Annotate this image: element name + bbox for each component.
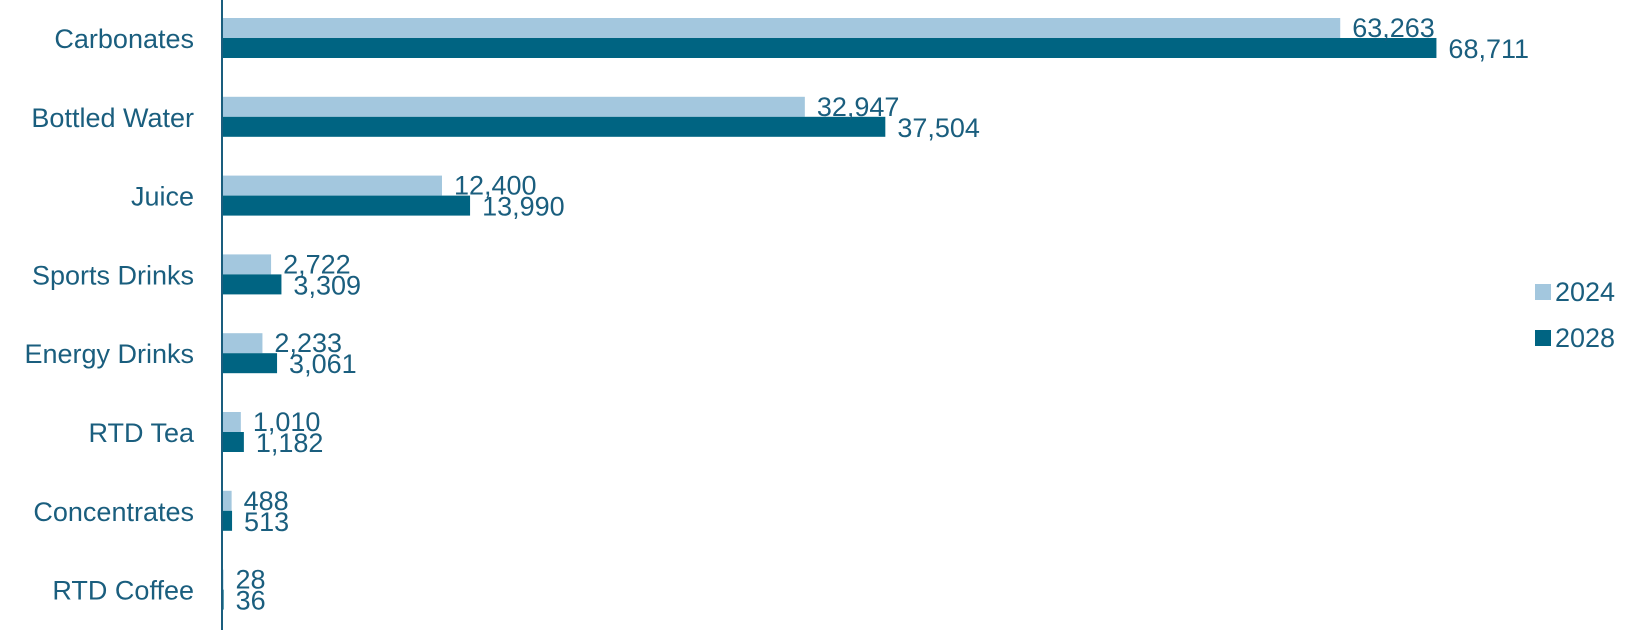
bar-2028-concentrates bbox=[223, 511, 232, 531]
category-label: RTD Coffee bbox=[52, 576, 194, 606]
bar-2028-carbonates bbox=[223, 38, 1436, 58]
bar-2024-concentrates bbox=[223, 491, 232, 511]
bar-2024-rtd-tea bbox=[223, 412, 241, 432]
bar-2024-carbonates bbox=[223, 18, 1340, 38]
category-label: Sports Drinks bbox=[32, 260, 194, 290]
category-label: RTD Tea bbox=[88, 418, 195, 448]
category-label: Concentrates bbox=[33, 497, 194, 527]
bar-2028-sports-drinks bbox=[223, 274, 281, 294]
legend-label-2028: 2028 bbox=[1555, 323, 1615, 353]
data-label: 1,182 bbox=[256, 428, 324, 458]
bar-2028-rtd-tea bbox=[223, 432, 244, 452]
data-label: 36 bbox=[236, 586, 266, 616]
bar-2028-rtd-coffee bbox=[223, 590, 224, 610]
category-label: Carbonates bbox=[54, 24, 194, 54]
data-label: 63,263 bbox=[1352, 13, 1435, 43]
data-label: 68,711 bbox=[1448, 34, 1529, 64]
bar-2028-bottled-water bbox=[223, 117, 885, 137]
data-label: 513 bbox=[244, 507, 289, 537]
bar-2028-juice bbox=[223, 196, 470, 216]
category-label: Energy Drinks bbox=[24, 339, 194, 369]
bar-2024-juice bbox=[223, 176, 442, 196]
legend-label-2024: 2024 bbox=[1555, 277, 1615, 307]
data-label: 13,990 bbox=[482, 192, 565, 222]
bar-2028-energy-drinks bbox=[223, 353, 277, 373]
category-label: Juice bbox=[131, 182, 194, 212]
bar-2024-bottled-water bbox=[223, 97, 805, 117]
legend-swatch-2028 bbox=[1535, 330, 1551, 346]
category-label: Bottled Water bbox=[31, 103, 194, 133]
data-label: 3,061 bbox=[289, 349, 357, 379]
data-label: 37,504 bbox=[897, 113, 980, 143]
bar-2024-energy-drinks bbox=[223, 333, 262, 353]
data-label: 32,947 bbox=[817, 92, 900, 122]
data-label: 3,309 bbox=[293, 270, 361, 300]
legend-swatch-2024 bbox=[1535, 284, 1551, 300]
bar-2024-sports-drinks bbox=[223, 254, 271, 274]
